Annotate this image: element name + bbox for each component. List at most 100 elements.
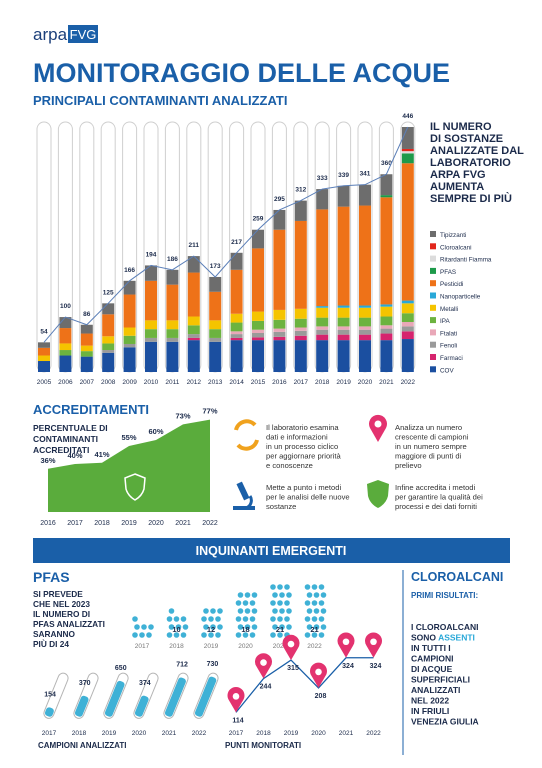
dot [210,608,216,614]
dot [249,600,256,606]
tube-segment [102,314,115,337]
tube-outline [43,672,69,719]
process-text: dati e informazioni [266,433,328,442]
legend-swatch [430,243,436,250]
dot [286,592,292,598]
value-label: 60% [148,427,163,436]
tube-segment [316,306,329,308]
tube-segment [380,195,393,198]
tube-segment [145,265,157,281]
dot [272,592,278,598]
x-tick-label: 2008 [101,379,116,386]
dot [168,624,175,630]
value-label: 36% [40,456,55,465]
tube-segment [316,189,329,210]
tube-fill [104,680,125,717]
dot [306,592,313,598]
microscope-arm [245,495,253,510]
tube-segment [230,331,243,335]
legend-swatch [430,255,436,262]
dot [166,632,173,638]
tube-segment [273,328,286,332]
dot [272,624,278,630]
shield-outline [124,473,146,501]
legend-swatch [430,231,436,237]
x-tick-label: 2018 [315,379,330,386]
dot [146,632,152,638]
tube-segment [359,305,371,308]
total-label: 333 [317,175,328,182]
dot [237,608,244,614]
total-label: 194 [146,251,157,258]
dot [244,624,251,630]
tube-segment [145,320,157,330]
dot [244,608,251,614]
pin [309,662,328,688]
tube-segment [59,343,72,351]
tube-segment [59,317,72,329]
tube-fill [164,677,186,717]
x-tick-label: 2017 [229,730,244,737]
dot [251,608,258,614]
tube-segment [294,220,307,309]
dot [277,632,283,638]
cloro-line: SONO ASSENTI [411,633,475,643]
dot [201,632,207,638]
note-line: DI SOSTANZE [430,133,503,145]
dot [270,600,276,606]
value-label: 244 [260,684,272,691]
tube-segment [145,341,157,372]
dot [180,632,187,638]
total-label: 360 [381,160,392,167]
tube-segment [209,276,222,292]
dot [306,608,313,614]
section-subtitle: PERCENTUALE DI [33,423,108,433]
tube-segment [252,248,264,312]
tube-segment [102,303,115,315]
value-label: 324 [370,663,382,670]
tube-segment [273,309,286,320]
dot [237,624,244,630]
total-label: 186 [167,256,178,263]
cloro-line: DI ACQUE [411,664,453,674]
value-label: 77% [202,407,217,416]
tube-segment [252,340,264,372]
logo-box-text: FVG [70,27,97,42]
tube-segment [187,256,200,273]
section-title: ACCREDITAMENTI [33,402,149,417]
dot [235,616,242,622]
tube-segment [102,343,115,351]
logo-text: arpa [33,25,68,44]
total-line [43,126,409,343]
dot [277,616,283,622]
process-text: in un processo ciclico [266,442,338,451]
process-text: e conoscenze [266,461,313,470]
tube-segment [294,200,307,221]
tube-segment [380,197,393,305]
x-tick-label: 2020 [132,730,147,737]
value-label: 12 [207,625,215,634]
tube-segment [401,303,414,314]
tube-segment [380,325,393,329]
dot [313,592,320,598]
legend-label: IPA [440,318,450,325]
tube-segment [145,329,157,338]
dot [318,600,325,606]
note-line: AUMENTA [430,181,484,193]
sample-tube [163,672,189,719]
value-label: 21 [276,625,284,634]
tube-segment [401,313,414,323]
tube-segment [187,316,200,326]
total-label: 312 [295,187,306,194]
dot [249,616,256,622]
tube-segment [316,307,329,318]
tube-segment [145,337,157,342]
dot [311,616,318,622]
x-tick-label: 2019 [121,520,137,527]
pin-hole [370,638,377,646]
tube-segment [166,329,179,338]
x-tick-label: 2021 [162,730,177,737]
tube-segment [401,153,414,164]
process-text: per garantire la qualità dei [395,493,483,502]
tube-segment [337,305,350,308]
